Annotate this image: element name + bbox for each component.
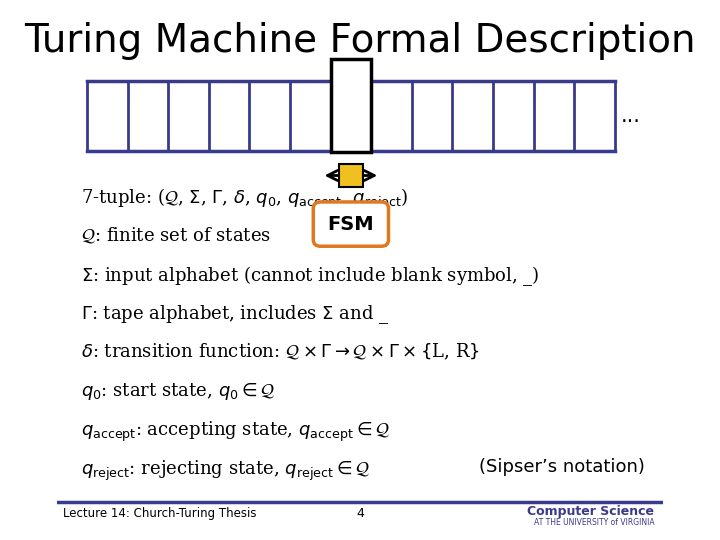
Text: Lecture 14: Church-Turing Thesis: Lecture 14: Church-Turing Thesis xyxy=(63,507,256,519)
Text: 4: 4 xyxy=(356,507,364,519)
Text: ...: ... xyxy=(621,106,641,126)
Text: (Sipser’s notation): (Sipser’s notation) xyxy=(480,458,645,476)
Text: FSM: FSM xyxy=(328,214,374,234)
FancyBboxPatch shape xyxy=(313,202,389,246)
Bar xyxy=(330,59,372,152)
Text: $\mathcal{Q}$: finite set of states: $\mathcal{Q}$: finite set of states xyxy=(81,225,271,245)
Text: $\Gamma$: tape alphabet, includes $\Sigma$ and _: $\Gamma$: tape alphabet, includes $\Sigm… xyxy=(81,303,390,326)
Bar xyxy=(339,164,363,187)
Text: AT THE UNIVERSITY of VIRGINIA: AT THE UNIVERSITY of VIRGINIA xyxy=(534,518,654,528)
Text: 7-tuple: ($\mathcal{Q}$, $\Sigma$, $\Gamma$, $\delta$, $q_0$, $q_\mathrm{accept}: 7-tuple: ($\mathcal{Q}$, $\Sigma$, $\Gam… xyxy=(81,186,408,212)
Text: Computer Science: Computer Science xyxy=(527,505,654,518)
Text: $q_0$: start state, $q_0 \in \mathcal{Q}$: $q_0$: start state, $q_0 \in \mathcal{Q}… xyxy=(81,381,275,402)
Text: $q_\mathrm{accept}$: accepting state, $q_\mathrm{accept} \in \mathcal{Q}$: $q_\mathrm{accept}$: accepting state, $q… xyxy=(81,420,390,444)
Text: $q_\mathrm{reject}$: rejecting state, $q_\mathrm{reject} \in \mathcal{Q}$: $q_\mathrm{reject}$: rejecting state, $q… xyxy=(81,458,370,483)
Text: Turing Machine Formal Description: Turing Machine Formal Description xyxy=(24,22,696,59)
Text: $\delta$: transition function: $\mathcal{Q} \times \Gamma \rightarrow \mathcal{Q: $\delta$: transition function: $\mathcal… xyxy=(81,342,480,362)
Text: $\Sigma$: input alphabet (cannot include blank symbol, _): $\Sigma$: input alphabet (cannot include… xyxy=(81,264,539,288)
